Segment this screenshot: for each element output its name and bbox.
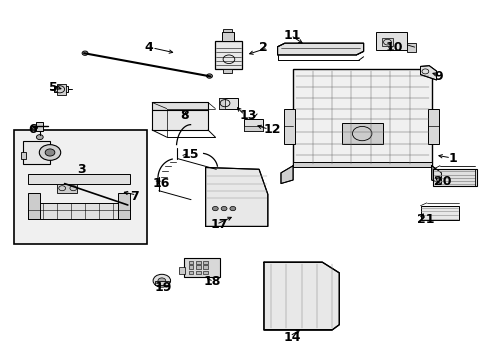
Bar xyxy=(244,126,263,131)
Bar xyxy=(179,267,184,274)
Polygon shape xyxy=(420,66,436,80)
Circle shape xyxy=(45,149,55,156)
Bar xyxy=(203,261,207,264)
Text: 4: 4 xyxy=(144,41,153,54)
Bar xyxy=(21,152,26,159)
Bar xyxy=(28,174,130,184)
Bar xyxy=(196,261,201,264)
Bar xyxy=(203,271,207,274)
Circle shape xyxy=(221,206,226,211)
Bar xyxy=(244,119,263,131)
Bar xyxy=(420,206,458,220)
Text: 10: 10 xyxy=(385,41,402,54)
Text: 2: 2 xyxy=(259,41,267,54)
Bar xyxy=(432,169,476,186)
Bar xyxy=(407,43,415,52)
Bar xyxy=(381,38,392,46)
Bar xyxy=(219,98,237,109)
Text: 5: 5 xyxy=(49,81,58,94)
Bar xyxy=(341,123,382,144)
Circle shape xyxy=(158,278,165,284)
Polygon shape xyxy=(264,262,339,330)
Circle shape xyxy=(153,274,170,287)
Bar xyxy=(203,265,207,269)
Text: 9: 9 xyxy=(433,70,442,83)
Bar xyxy=(284,109,294,144)
Text: 13: 13 xyxy=(239,109,257,122)
Bar xyxy=(222,29,232,32)
Text: 16: 16 xyxy=(152,177,169,190)
Bar xyxy=(28,203,130,219)
Polygon shape xyxy=(205,167,267,226)
Bar xyxy=(57,184,77,193)
Text: 7: 7 xyxy=(130,190,139,203)
Bar xyxy=(183,257,220,277)
Circle shape xyxy=(82,51,88,55)
Bar xyxy=(222,68,232,73)
Text: 14: 14 xyxy=(283,331,300,344)
Bar xyxy=(196,265,201,269)
Text: 20: 20 xyxy=(433,175,451,188)
Text: 17: 17 xyxy=(210,218,227,231)
Circle shape xyxy=(206,74,212,78)
Bar xyxy=(188,261,193,264)
Circle shape xyxy=(229,206,235,211)
Text: 19: 19 xyxy=(154,281,172,294)
Polygon shape xyxy=(281,166,292,184)
Circle shape xyxy=(212,206,218,211)
Bar xyxy=(154,281,169,285)
Bar xyxy=(375,32,407,50)
Text: 12: 12 xyxy=(264,123,281,136)
Text: 18: 18 xyxy=(203,275,220,288)
Circle shape xyxy=(36,135,43,140)
Bar xyxy=(28,193,40,219)
Bar xyxy=(54,86,67,93)
Bar xyxy=(196,271,201,274)
Polygon shape xyxy=(431,166,441,184)
Bar xyxy=(152,111,207,130)
Text: 21: 21 xyxy=(416,213,434,226)
Bar xyxy=(14,130,147,244)
Bar xyxy=(36,122,42,131)
Bar xyxy=(23,141,50,164)
Bar xyxy=(188,265,193,269)
Text: 6: 6 xyxy=(28,123,37,136)
Bar xyxy=(221,32,233,41)
Bar xyxy=(292,162,431,167)
Circle shape xyxy=(39,145,61,160)
Bar xyxy=(292,69,431,166)
Text: 3: 3 xyxy=(77,163,85,176)
Text: 1: 1 xyxy=(448,152,457,165)
Bar xyxy=(188,271,193,274)
Bar xyxy=(427,109,438,144)
Text: 8: 8 xyxy=(180,109,188,122)
Bar xyxy=(219,98,224,109)
Bar xyxy=(57,84,66,95)
Bar xyxy=(152,103,207,111)
Bar xyxy=(215,41,242,69)
Polygon shape xyxy=(277,43,363,55)
Bar xyxy=(118,193,130,219)
Text: 11: 11 xyxy=(283,29,300,42)
Text: 15: 15 xyxy=(181,148,199,162)
